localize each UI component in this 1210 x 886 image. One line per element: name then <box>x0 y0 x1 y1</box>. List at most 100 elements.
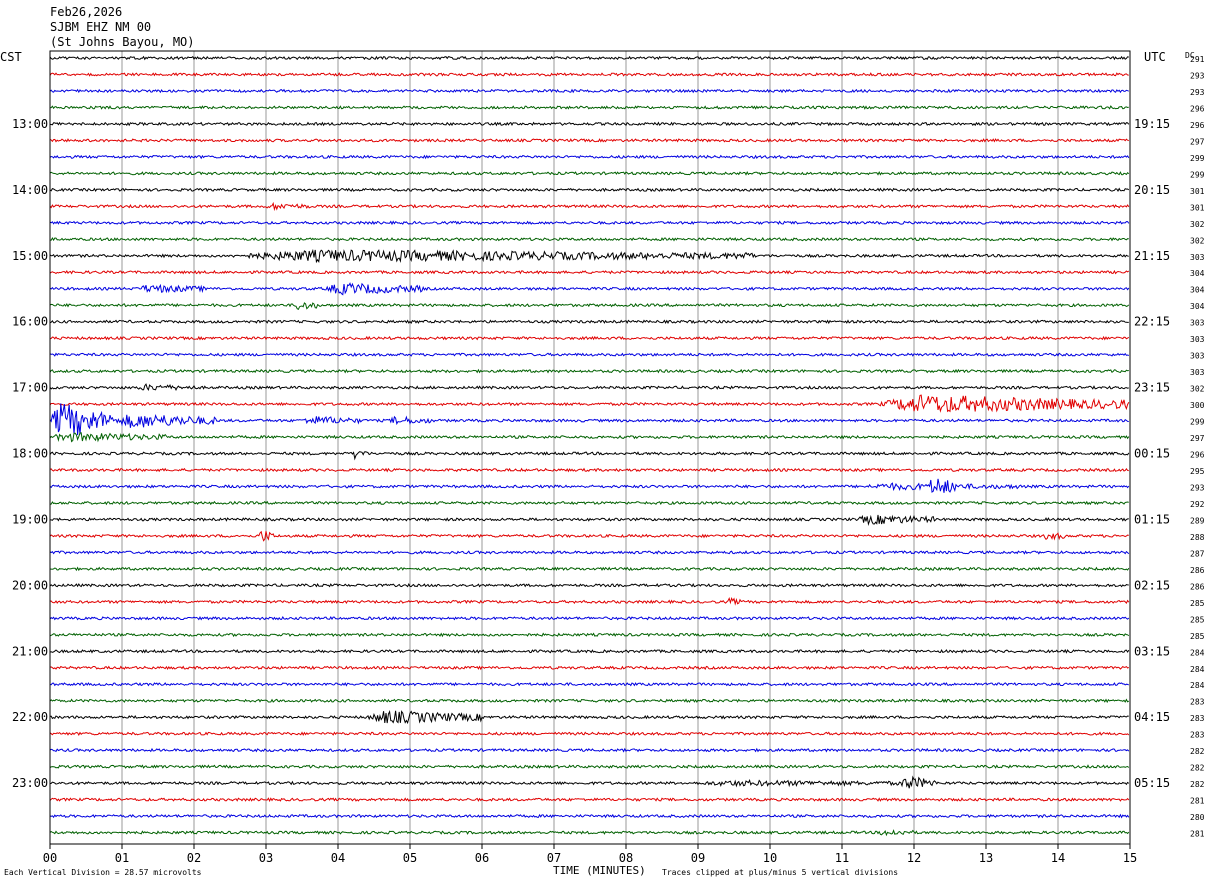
x-tick-label: 03 <box>259 851 273 865</box>
seismic-trace-row <box>49 170 1130 176</box>
seismic-trace-row <box>49 319 1129 325</box>
x-axis-title: TIME (MINUTES) <box>553 864 646 877</box>
grid-lines <box>121 51 1059 844</box>
seismic-trace-row <box>49 467 1129 473</box>
seismic-trace-row <box>49 138 1129 143</box>
dc-offset-label: 282 <box>1190 764 1205 773</box>
utc-hour-label: 05:15 <box>1134 776 1170 790</box>
left-timezone-label: CST <box>0 50 22 64</box>
dc-offset-label: 303 <box>1190 352 1205 361</box>
x-tick-label: 11 <box>835 851 849 865</box>
seismic-trace-row <box>49 352 1129 357</box>
plot-border <box>49 50 1131 845</box>
seismic-trace-row <box>49 154 1130 160</box>
seismic-trace-row <box>49 432 1130 443</box>
dc-offset-label: 282 <box>1190 747 1205 756</box>
clip-note: Traces clipped at plus/minus 5 vertical … <box>662 868 898 877</box>
utc-hour-label: 03:15 <box>1134 644 1170 658</box>
cst-hour-label: 14:00 <box>12 183 48 197</box>
seismic-trace-row <box>49 731 1130 737</box>
dc-offset-label: 304 <box>1190 302 1205 311</box>
x-tick-label: 12 <box>907 851 921 865</box>
seismic-trace-row <box>49 747 1130 753</box>
seismic-trace-row <box>49 105 1129 110</box>
seismic-trace-row <box>49 220 1130 226</box>
dc-offset-label: 297 <box>1190 137 1205 146</box>
dc-offset-label: 289 <box>1190 516 1205 525</box>
seismic-trace-row <box>49 187 1130 193</box>
seismic-trace-row <box>49 582 1129 588</box>
dc-offset-label: 299 <box>1190 170 1205 179</box>
seismic-trace-row <box>49 710 1129 725</box>
seismic-trace-row <box>49 236 1129 242</box>
division-note: Each Vertical Division = 28.57 microvolt… <box>4 868 202 877</box>
seismic-trace-row <box>49 72 1129 77</box>
dc-offset-label: 302 <box>1190 385 1205 394</box>
seismic-trace-row <box>49 648 1130 654</box>
dc-offset-label: 280 <box>1190 813 1205 822</box>
seismic-trace-row <box>49 681 1129 687</box>
utc-hour-label: 20:15 <box>1134 183 1170 197</box>
dc-offset-label: 285 <box>1190 632 1205 641</box>
dc-offset-label: 282 <box>1190 780 1205 789</box>
utc-hour-label: 02:15 <box>1134 578 1170 592</box>
seismic-trace-row <box>49 269 1130 275</box>
cst-hour-label: 15:00 <box>12 249 48 263</box>
x-tick-label: 01 <box>115 851 129 865</box>
cst-hour-label: 17:00 <box>12 381 48 395</box>
utc-hour-label: 00:15 <box>1134 447 1170 461</box>
seismic-trace-row <box>49 478 1130 493</box>
trace-rows <box>49 55 1130 837</box>
dc-offset-label: 284 <box>1190 665 1205 674</box>
utc-hour-label: 01:15 <box>1134 512 1170 526</box>
dc-offset-label: 284 <box>1190 648 1205 657</box>
dc-offset-label: 304 <box>1190 269 1205 278</box>
seismic-trace-row <box>49 383 1129 392</box>
seismic-trace-row <box>49 698 1130 704</box>
utc-hour-label: 21:15 <box>1134 249 1170 263</box>
x-tick-label: 06 <box>475 851 489 865</box>
utc-hour-label: 22:15 <box>1134 315 1170 329</box>
axis-labels: 13:00 14:00 15:00 16:00 17:00 18:00 19:00 20:00… <box>12 55 1205 865</box>
x-tick-label: 10 <box>763 851 777 865</box>
dc-offset-label: 293 <box>1190 484 1205 493</box>
dc-header-label: DC <box>1185 51 1195 60</box>
x-tick-label: 15 <box>1123 851 1137 865</box>
dc-offset-label: 303 <box>1190 335 1205 344</box>
seismic-trace-row <box>49 121 1130 127</box>
dc-offset-label: 302 <box>1190 236 1205 245</box>
seismic-trace-row <box>49 248 1129 264</box>
dc-offset-label: 281 <box>1190 830 1205 839</box>
dc-offset-label: 293 <box>1190 72 1205 81</box>
dc-offset-label: 302 <box>1190 220 1205 229</box>
dc-offset-label: 295 <box>1190 467 1205 476</box>
dc-offset-label: 296 <box>1190 451 1205 460</box>
x-tick-label: 09 <box>691 851 705 865</box>
seismic-trace-row <box>49 282 1130 296</box>
dc-offset-label: 281 <box>1190 797 1205 806</box>
dc-offset-label: 297 <box>1190 434 1205 443</box>
dc-offset-label: 296 <box>1190 104 1205 113</box>
dc-offset-label: 283 <box>1190 731 1205 740</box>
utc-hour-label: 19:15 <box>1134 117 1170 131</box>
seismic-trace-row <box>49 394 1130 413</box>
dc-offset-label: 286 <box>1190 566 1205 575</box>
seismic-trace-row <box>50 500 1129 506</box>
dc-offset-label: 300 <box>1190 401 1205 410</box>
x-tick-label: 08 <box>619 851 633 865</box>
seismic-trace-row <box>49 88 1129 94</box>
seismic-trace-row <box>49 813 1130 819</box>
cst-hour-label: 21:00 <box>12 644 48 658</box>
x-tick-label: 05 <box>403 851 417 865</box>
cst-hour-label: 13:00 <box>12 117 48 131</box>
dc-offset-label: 299 <box>1190 154 1205 163</box>
dc-offset-label: 288 <box>1190 533 1205 542</box>
seismic-trace-row <box>49 451 1130 461</box>
seismic-trace-row <box>49 403 1129 436</box>
header-location: (St Johns Bayou, MO) <box>50 35 195 49</box>
cst-hour-label: 18:00 <box>12 447 48 461</box>
seismic-trace-row <box>49 632 1130 638</box>
seismic-trace-row <box>49 550 1130 555</box>
